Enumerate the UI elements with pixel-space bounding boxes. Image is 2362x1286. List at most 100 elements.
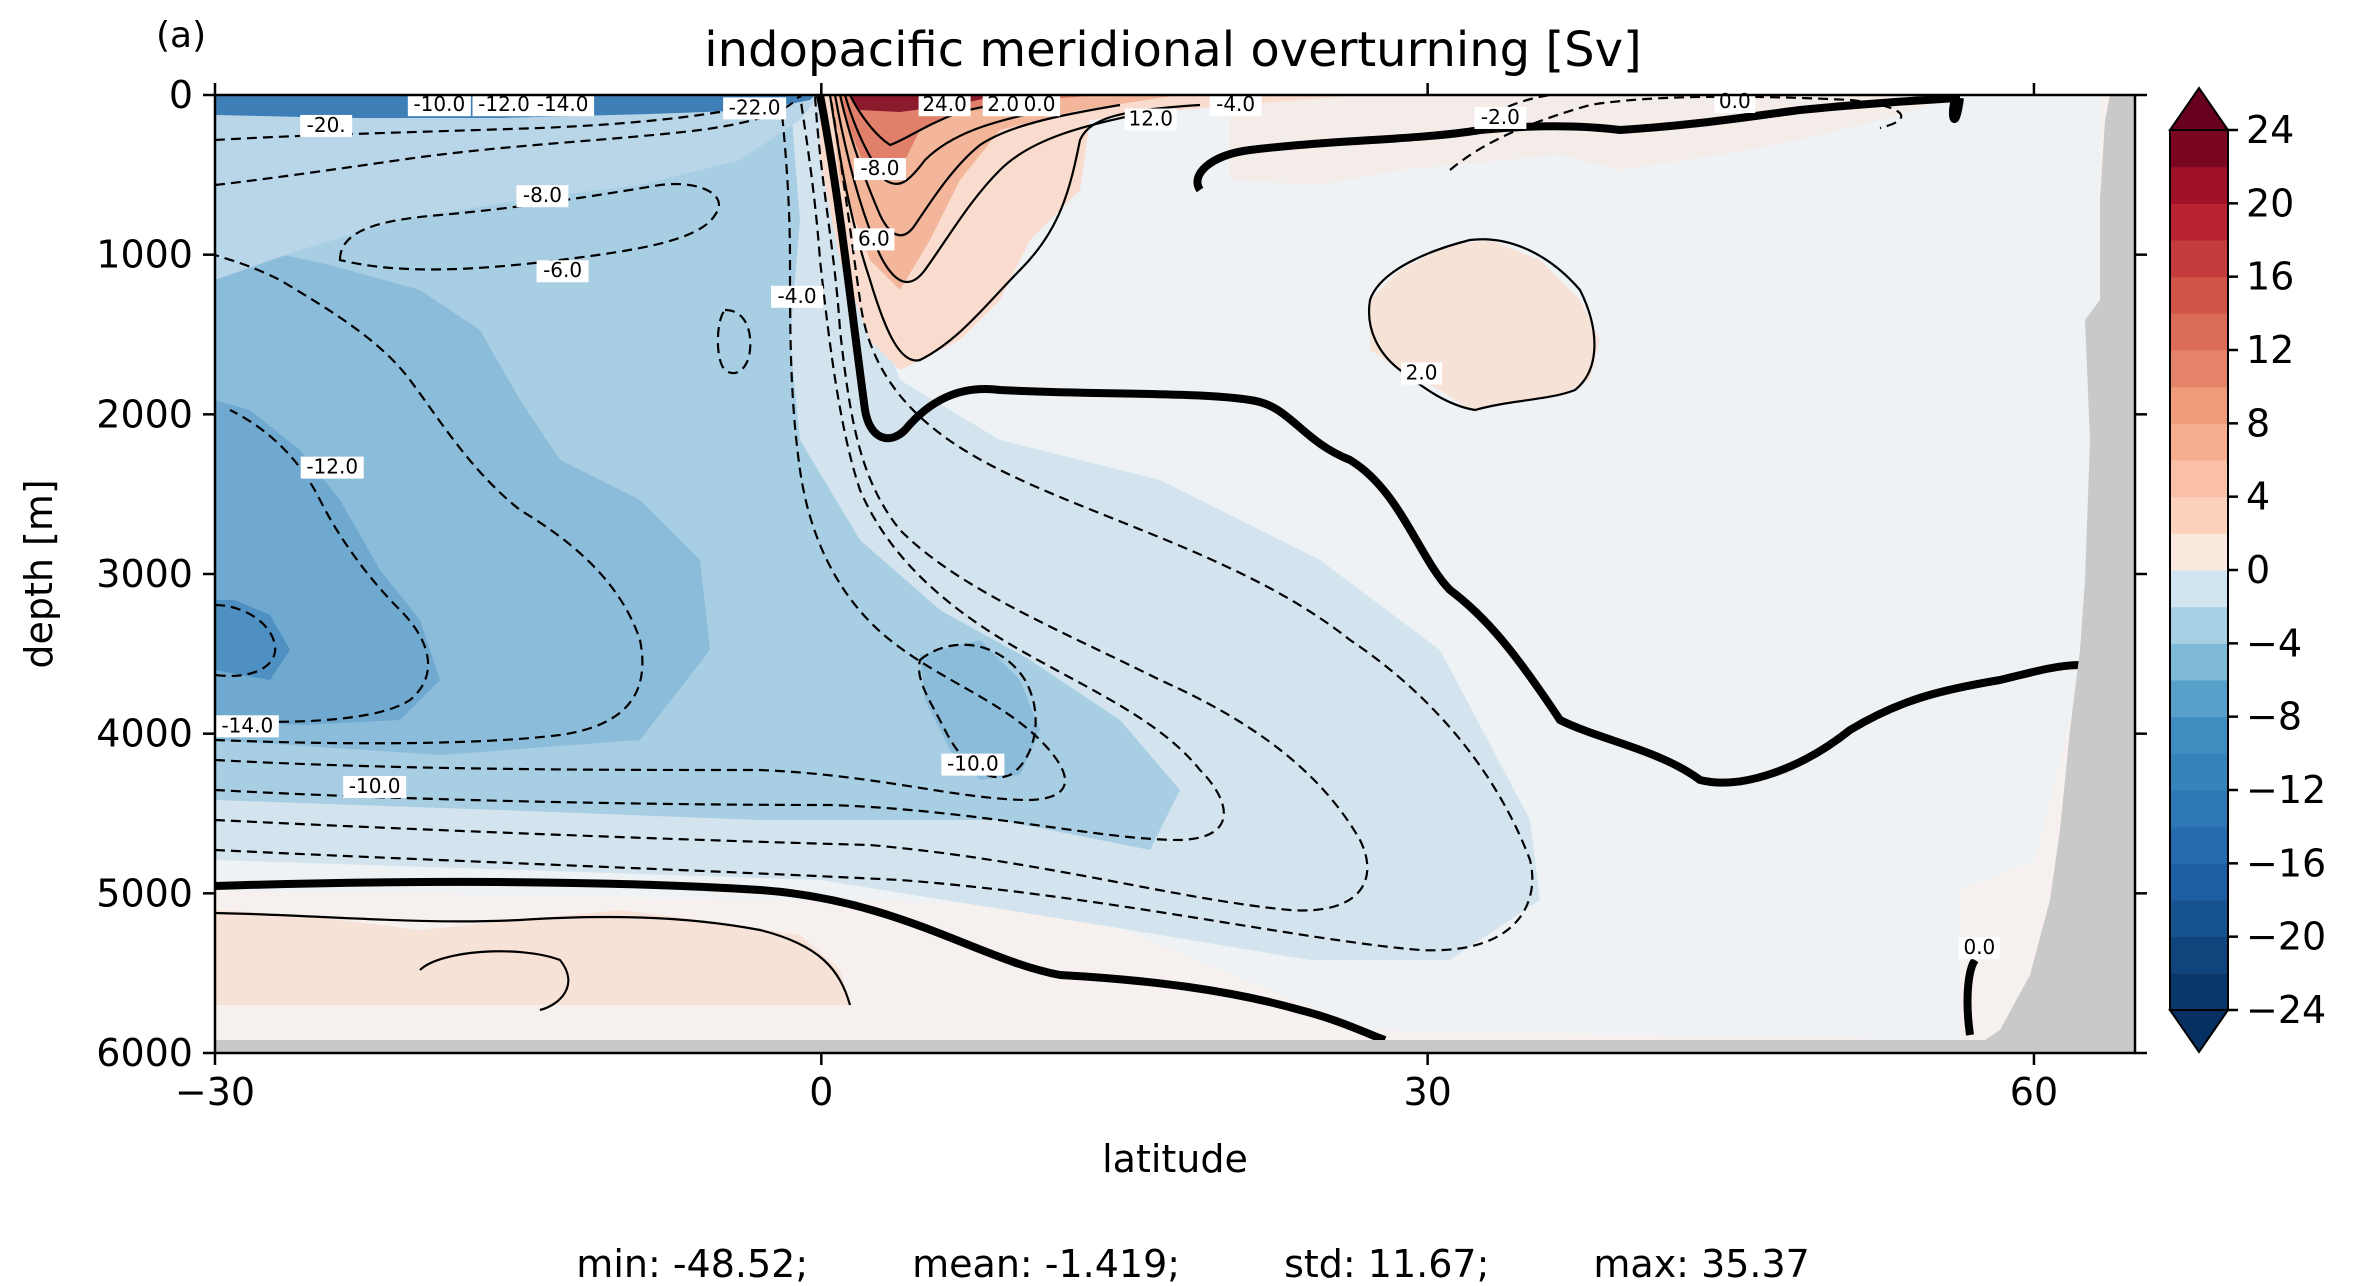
contour-label-text: -10.0	[349, 774, 401, 798]
colorbar-segment	[2170, 863, 2228, 901]
field-plus6	[830, 95, 1180, 290]
contour-label-bg	[941, 753, 1005, 776]
contour-label-bg	[1958, 937, 2000, 960]
y-tick-label: 2000	[96, 392, 193, 436]
colorbar-tick-label: −24	[2246, 988, 2326, 1032]
contour-label-text: -6.0	[543, 258, 582, 282]
stat-max: max: 35.37	[1593, 1242, 1810, 1286]
colorbar-segment	[2170, 496, 2228, 534]
contour-label-text: 6.0	[858, 226, 890, 250]
contour-label-bg	[853, 228, 895, 251]
colorbar-tick-label: 20	[2246, 181, 2294, 225]
y-axis: 0 1000 2000 3000 4000 5000 6000	[96, 73, 2147, 1075]
contour-label-bg	[215, 715, 279, 738]
contour-label: -10.0	[941, 752, 1005, 776]
contour-label-bg	[407, 94, 471, 117]
contour-label-text: -2.0	[1481, 105, 1520, 129]
y-tick-label: 1000	[96, 233, 193, 277]
colorbar-segment	[2170, 680, 2228, 718]
contour-label-text: -12.0	[306, 455, 358, 479]
summary-statistics: min: -48.52; mean: -1.419; std: 11.67; max:…	[0, 1198, 2362, 1286]
x-axis: −30 0 30 60	[175, 83, 2058, 1114]
contour-label-bg	[472, 94, 536, 117]
contour-label: -8.0	[516, 183, 569, 208]
colorbar-extend-bottom	[2168, 1009, 2230, 1054]
contour-label: 12.0	[1124, 107, 1177, 131]
contour-label: -12.0	[300, 455, 364, 479]
colorbar-segment	[2170, 166, 2228, 204]
contour-label: -8.0	[853, 156, 906, 181]
contour-label-text: 0.0	[1719, 89, 1751, 113]
colorbar-tick-label: 0	[2246, 548, 2270, 592]
colorbar-segment	[2170, 936, 2228, 974]
y-tick-label: 6000	[96, 1031, 193, 1075]
y-axis-label: depth [m]	[17, 479, 61, 668]
chart-title: indopacific meridional overturning [Sv]	[704, 22, 1641, 78]
y-tick-label: 0	[169, 73, 193, 117]
colorbar-tick-label: −12	[2246, 768, 2326, 812]
colorbar-segment	[2170, 753, 2228, 791]
y-tick-label: 4000	[96, 712, 193, 756]
bottom-mask	[215, 1040, 2135, 1053]
contour-label: -10.0	[343, 774, 407, 798]
contour-label-bg	[536, 260, 589, 283]
colorbar-tick-label: −20	[2246, 915, 2326, 959]
colorbar-segment	[2170, 350, 2228, 388]
x-tick-label: 60	[2010, 1070, 2058, 1114]
field-bottom-positive	[215, 910, 850, 1005]
contour-label-text: -22.0	[729, 95, 781, 119]
contour-label-bg	[1401, 362, 1443, 385]
land-mask	[1985, 95, 2135, 1053]
field-deep-equatorial	[920, 640, 1040, 780]
contour-label: -4.0	[771, 284, 824, 308]
colorbar-extend-top	[2168, 86, 2230, 131]
colorbar-tick-label: 12	[2246, 328, 2294, 372]
colorbar-segment	[2170, 570, 2228, 608]
contour-label: -14.0	[215, 713, 279, 738]
contour-label-text: -10.0	[947, 752, 999, 776]
negative-contours	[215, 95, 1903, 952]
colorbar-segment	[2170, 203, 2228, 241]
contour-label-text: 2.0	[1406, 360, 1438, 384]
colorbar-tick-label: −4	[2246, 621, 2302, 665]
colorbar-segment	[2170, 900, 2228, 938]
colorbar-segment	[2170, 276, 2228, 314]
colorbar-tick-label: 16	[2246, 255, 2294, 299]
colorbar-segment	[2170, 533, 2228, 571]
colorbar-segment	[2170, 130, 2228, 168]
contour-label-bg	[531, 94, 595, 117]
contour-label: 0.0	[1958, 935, 2000, 960]
contour-label-bg	[1714, 91, 1756, 113]
colorbar-segment	[2170, 973, 2228, 1011]
zero-contours	[215, 95, 2081, 1044]
x-axis-label: latitude	[1102, 1137, 1248, 1181]
contour-label-text: 0.0	[1963, 935, 1995, 959]
field-minus14	[215, 600, 290, 680]
contour-label-bg	[1209, 94, 1262, 117]
contour-label-text: -20.	[307, 113, 346, 137]
colorbar-segment	[2170, 240, 2228, 278]
contour-label-text: -8.0	[860, 156, 899, 180]
colorbar-tick-label: 24	[2246, 108, 2294, 152]
x-tick-label: −30	[175, 1070, 255, 1114]
colorbar-tick-label: −8	[2246, 695, 2302, 739]
colorbar-tick-label: −16	[2246, 841, 2326, 885]
stat-min: min: -48.52;	[576, 1242, 809, 1286]
contour-label-bg	[516, 185, 569, 208]
colorbar-segment	[2170, 643, 2228, 681]
colorbar-segment	[2170, 386, 2228, 424]
colorbar-tick-label: 4	[2246, 475, 2270, 519]
colorbar-segment	[2170, 313, 2228, 351]
contour-label-bg	[343, 775, 407, 798]
contour-label: 2.0	[1401, 360, 1443, 385]
colorbar-tick-label: 8	[2246, 401, 2270, 445]
contour-label-bg	[300, 114, 353, 137]
colorbar-segment	[2170, 826, 2228, 864]
contour-label-text: -14.0	[221, 713, 273, 737]
contour-label-text: -8.0	[523, 183, 562, 207]
y-tick-label: 3000	[96, 552, 193, 596]
stat-mean: mean: -1.419;	[912, 1242, 1181, 1286]
y-tick-label: 5000	[96, 871, 193, 915]
colorbar-segment	[2170, 423, 2228, 461]
contour-label: -22.0	[723, 95, 787, 120]
